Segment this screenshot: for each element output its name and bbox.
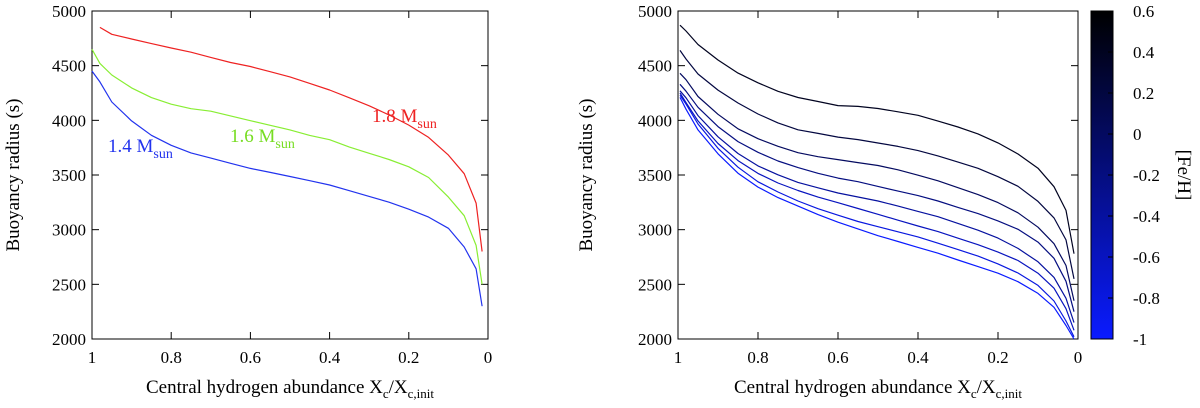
right-y-axis: 2000 2500 3000 3500 4000 4500 5000: [638, 2, 1078, 349]
left-y-tick-label: 2000: [52, 330, 86, 349]
left-x-axis-label: Central hydrogen abundance Xc/Xc,init: [146, 377, 434, 401]
left-x-tick-label: 0.4: [319, 348, 341, 367]
left-y-tick-label: 4000: [52, 111, 86, 130]
right-plot-frame: [677, 10, 1079, 340]
label-1-8-msun: 1.8 Msun: [372, 106, 437, 132]
right-x-axis: 1 0.8 0.6 0.4 0.2 0: [674, 11, 1083, 367]
left-x-axis: 1 0.8 0.6 0.4 0.2 0: [88, 11, 493, 367]
colorbar-tick-label: -0.2: [1133, 166, 1160, 185]
left-x-tick-label: 0: [484, 348, 493, 367]
left-x-tick-label: 1: [88, 348, 97, 367]
right-x-tick-label: 1: [674, 348, 683, 367]
colorbar-tick-label: -0.8: [1133, 289, 1160, 308]
right-y-tick-label: 3000: [638, 221, 672, 240]
left-series-line: [99, 26, 483, 252]
left-y-tick-label: 5000: [52, 2, 86, 21]
left-series-line: [91, 49, 483, 285]
colorbar-label: [Fe/H]: [1173, 150, 1194, 201]
colorbar-tick-label: 0.2: [1133, 84, 1154, 103]
left-series-line: [91, 70, 483, 307]
left-y-tick-label: 2500: [52, 275, 86, 294]
left-series-lines: [91, 26, 483, 307]
left-y-axis: 2000 2500 3000 3500 4000 4500 5000: [52, 2, 488, 349]
right-series-line: [679, 97, 1075, 340]
right-y-tick-label: 4500: [638, 57, 672, 76]
right-y-tick-label: 3500: [638, 166, 672, 185]
right-series-line: [679, 24, 1075, 254]
left-y-tick-label: 4500: [52, 57, 86, 76]
right-series-line: [679, 92, 1075, 331]
right-y-tick-label: 2500: [638, 275, 672, 294]
right-y-tick-label: 2000: [638, 330, 672, 349]
colorbar-tick-label: 0.6: [1133, 2, 1154, 21]
right-x-axis-label: Central hydrogen abundance Xc/Xc,init: [734, 377, 1022, 401]
right-series-line: [679, 72, 1075, 301]
right-x-tick-label: 0.2: [987, 348, 1008, 367]
colorbar-tick-label: -0.4: [1133, 207, 1160, 226]
colorbar-tick-label: -1: [1133, 330, 1147, 349]
label-1-4-msun: 1.4 Msun: [108, 136, 173, 162]
right-series-line: [679, 90, 1075, 323]
left-x-tick-label: 0.2: [398, 348, 419, 367]
right-y-tick-label: 4000: [638, 111, 672, 130]
label-1-6-msun: 1.6 Msun: [230, 126, 295, 152]
colorbar-ticks: 0.6 0.4 0.2 0 -0.2 -0.4 -0.6 -0.8 -1: [1108, 2, 1160, 349]
right-series-line: [679, 50, 1075, 280]
right-x-tick-label: 0: [1074, 348, 1083, 367]
right-y-axis-label: Buoyancy radius (s): [576, 98, 597, 251]
colorbar-tick-label: -0.6: [1133, 248, 1160, 267]
right-y-tick-label: 5000: [638, 2, 672, 21]
left-y-tick-label: 3500: [52, 166, 86, 185]
right-x-tick-label: 0.6: [827, 348, 848, 367]
right-series-line: [679, 83, 1075, 312]
left-plot-frame: [91, 10, 489, 340]
colorbar-tick-label: 0: [1133, 125, 1142, 144]
left-y-tick-label: 3000: [52, 221, 86, 240]
left-x-tick-label: 0.6: [240, 348, 261, 367]
left-y-axis-label: Buoyancy radius (s): [3, 98, 24, 251]
right-series-line: [679, 94, 1075, 338]
left-chart: 2000 2500 3000 3500 4000 4500 5000 1 0.8 0.6 0.4 0…: [3, 2, 492, 401]
right-x-tick-label: 0.4: [907, 348, 929, 367]
left-x-tick-label: 0.8: [161, 348, 182, 367]
right-x-tick-label: 0.8: [747, 348, 768, 367]
right-series-lines: [679, 24, 1075, 340]
colorbar-tick-label: 0.4: [1133, 43, 1155, 62]
